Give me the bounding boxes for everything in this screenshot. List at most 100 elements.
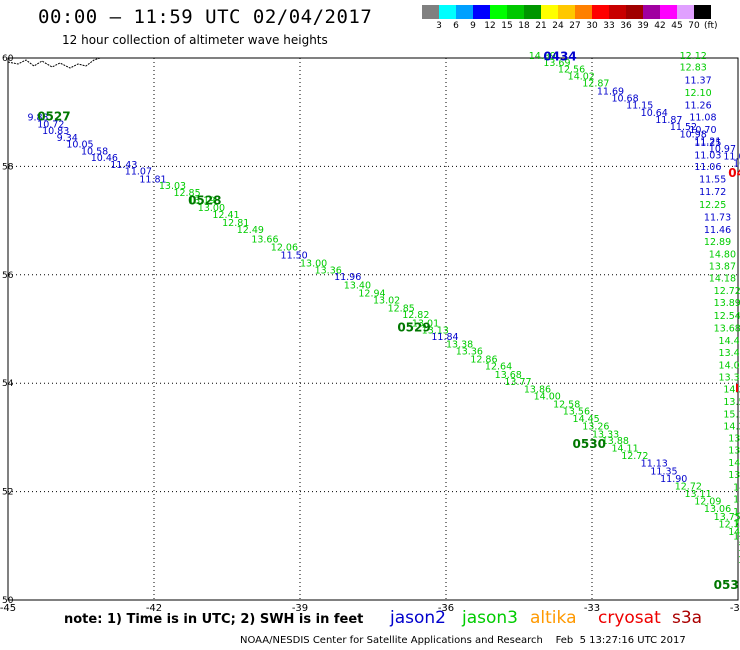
swh-value: 12.72 <box>675 481 702 492</box>
scale-unit: (ft) <box>704 21 718 31</box>
lat-label: 54 <box>2 379 14 389</box>
swh-value: 12.81 <box>222 218 249 229</box>
swh-value: 13.19 <box>188 195 215 206</box>
swh-value: 12.12 <box>680 51 707 62</box>
scale-swatch <box>541 5 558 19</box>
swh-value: 13.88 <box>602 436 629 447</box>
swh-value: 15.08 <box>738 543 740 554</box>
swh-value: 14.03 <box>733 483 740 494</box>
swh-value: 13.00 <box>198 203 225 214</box>
scale-swatch <box>694 5 711 19</box>
swh-value: 15.25 <box>733 494 740 505</box>
swh-value: 13.42 <box>728 446 740 457</box>
lon-label: -42 <box>146 603 162 614</box>
swh-value: 15.56 <box>738 535 740 546</box>
pass-time-label: 0529 <box>397 321 430 335</box>
pass-time-label: 0530 <box>573 437 606 451</box>
swh-value: 13.11 <box>684 489 711 500</box>
swh-value: 10.98 <box>680 130 707 141</box>
lon-label: -30 <box>730 603 740 614</box>
swh-value: 12.94 <box>358 288 385 299</box>
swh-value: 10.05 <box>66 139 93 150</box>
swh-value: 13.26 <box>582 421 609 432</box>
swh-value: 11.21 <box>694 137 721 148</box>
swh-value: 13.75 <box>714 512 740 523</box>
legend-s3a: s3a <box>672 608 703 628</box>
scale-tick-label: 18 <box>518 21 530 31</box>
swh-value: 13.00 <box>300 259 327 270</box>
scale-swatch <box>490 5 507 19</box>
swh-value: 14.45 <box>573 414 600 425</box>
swh-value: 13.33 <box>592 429 619 440</box>
scale-swatch <box>660 5 677 19</box>
swh-value: 13.68 <box>495 370 522 381</box>
scale-tick-label: 27 <box>569 21 581 31</box>
legend-cryosat: cryosat <box>598 608 661 628</box>
pass-time-label: 053 <box>714 578 739 592</box>
scale-swatch <box>558 5 575 19</box>
swh-value: 11.35 <box>650 466 677 477</box>
swh-value: 11.08 <box>689 112 716 123</box>
swh-value: 12.85 <box>173 188 200 199</box>
swh-value: 13.03 <box>159 181 186 192</box>
swh-value: 11.13 <box>641 459 668 470</box>
lat-label: 56 <box>2 271 14 281</box>
swh-value: 11.55 <box>699 175 726 186</box>
footer-note: note: 1) Time is in UTC; 2) SWH is in fe… <box>64 612 364 627</box>
swh-value: 13.77 <box>504 377 531 388</box>
scale-tick-label: 21 <box>535 21 547 31</box>
scale-swatch <box>524 5 541 19</box>
swh-value: 11.50 <box>281 251 308 262</box>
scale-swatch <box>422 5 439 19</box>
scale-swatch <box>456 5 473 19</box>
swh-value: 11.96 <box>334 272 361 283</box>
scale-tick-label: 30 <box>586 21 598 31</box>
swh-value: 13.63 <box>728 470 740 481</box>
swh-value: 14.04 <box>719 361 740 372</box>
scale-swatch <box>575 5 592 19</box>
swh-value: 11.73 <box>704 213 731 224</box>
swh-value: 12.09 <box>694 497 721 508</box>
swh-value: 12.64 <box>485 362 512 373</box>
swh-value: 13.36 <box>719 372 740 383</box>
scale-tick-label: 33 <box>603 21 615 31</box>
swh-value: 11.03 <box>694 150 721 161</box>
swh-value: 15.16 <box>738 555 740 566</box>
swh-value: 12.85 <box>388 304 415 315</box>
map-subtitle: 12 hour collection of altimeter wave hei… <box>62 33 328 47</box>
scale-tick-label: 70 <box>688 21 700 31</box>
swh-value: 13.56 <box>563 407 590 418</box>
swh-value: 12.72 <box>714 286 740 297</box>
coastline <box>7 57 101 69</box>
swh-value: 13.91 <box>733 531 740 542</box>
swh-value: 11.26 <box>684 100 711 111</box>
lat-label: 52 <box>2 488 13 498</box>
swh-value: 11.87 <box>655 115 682 126</box>
swh-value: 12.82 <box>402 310 429 321</box>
swh-value: 14.11 <box>611 443 638 454</box>
swh-value: 11.52 <box>670 122 697 133</box>
swh-value: 11.84 <box>431 332 458 343</box>
lat-label: 58 <box>2 162 14 172</box>
swh-value: 12.87 <box>582 79 609 90</box>
swh-value: 14.02 <box>568 72 595 83</box>
swh-value: 10.64 <box>641 108 668 119</box>
swh-value: 13.89 <box>714 298 740 309</box>
swh-value: 10.68 <box>611 93 638 104</box>
swh-value: 11.81 <box>139 175 166 186</box>
swh-value: 15.18 <box>723 409 740 420</box>
scale-swatch <box>473 5 490 19</box>
lat-label: 60 <box>2 54 14 64</box>
swh-value: 11.07 <box>125 167 152 178</box>
swh-value: 13.69 <box>543 58 570 69</box>
swh-value: 14.45 <box>733 507 740 518</box>
scale-tick-label: 6 <box>453 21 459 31</box>
swh-value: 12.10 <box>684 88 711 99</box>
swh-value: 11.25 <box>694 138 721 149</box>
lat-label: 50 <box>2 596 14 606</box>
swh-value: 11.43 <box>110 160 137 171</box>
swh-value: 12.83 <box>680 62 707 73</box>
scale-tick-label: 45 <box>671 21 683 31</box>
swh-value: 13.66 <box>251 234 278 245</box>
